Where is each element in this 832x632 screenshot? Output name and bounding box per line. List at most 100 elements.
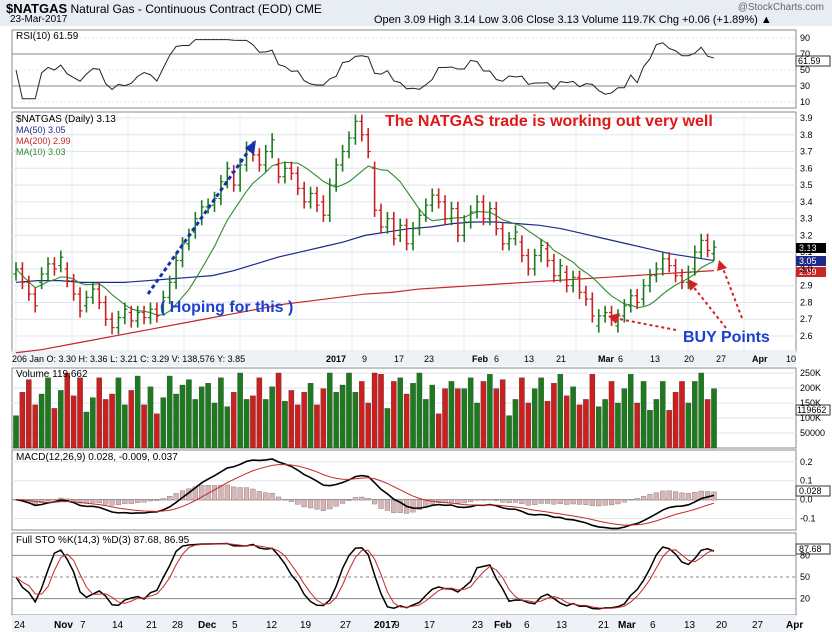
price-tick-label: 2.9 — [800, 281, 813, 291]
macd-histogram-bar — [122, 499, 128, 504]
macd-histogram-bar — [96, 499, 102, 504]
volume-bar — [192, 399, 199, 449]
tag-ma200-bg — [796, 267, 826, 277]
macd-histogram-bar — [596, 499, 602, 507]
macd-histogram-bar — [384, 499, 390, 511]
macd-histogram-bar — [173, 493, 179, 501]
x-axis-label: 21 — [598, 620, 610, 631]
volume-tick-label: 200K — [800, 383, 821, 393]
x-axis-label: 12 — [266, 620, 278, 631]
macd-histogram-bar — [647, 494, 653, 501]
macd-histogram-bar — [698, 490, 704, 501]
macd-histogram-bar — [250, 488, 256, 501]
x-axis-label: 2017 — [374, 620, 397, 631]
macd-histogram-bar — [602, 499, 608, 506]
x-axis-label: 19 — [300, 620, 312, 631]
date-strip-label: 23 — [424, 354, 434, 364]
macd-histogram-bar — [243, 487, 250, 501]
volume-bar — [365, 402, 371, 449]
macd-histogram-bar — [564, 499, 570, 505]
volume-bar — [557, 374, 564, 449]
tag-ma200: 2.99 — [799, 267, 817, 277]
hope-arrow — [146, 145, 254, 295]
volume-bar — [224, 406, 231, 449]
exchange: CME — [295, 2, 322, 16]
volume-bar — [589, 374, 596, 449]
date-strip-label: 13 — [524, 354, 534, 364]
ma10-line — [15, 161, 715, 316]
volume-bar — [512, 399, 519, 449]
volume-bar — [38, 393, 45, 449]
volume-bar — [615, 402, 621, 449]
date-strip-label: Apr — [752, 354, 768, 364]
x-axis-label: 20 — [716, 620, 728, 631]
ma200-line — [15, 270, 715, 354]
rsi-tick-label: 30 — [800, 81, 810, 91]
price-tick-label: 3.7 — [800, 147, 813, 157]
macd-histogram-bar — [301, 499, 307, 508]
price-tick-label: 3.4 — [800, 197, 813, 207]
tag-sto: 87.68 — [799, 544, 822, 554]
volume-bar — [679, 381, 685, 449]
macd-histogram-bar — [692, 492, 698, 501]
volume-bar — [243, 399, 250, 449]
price-tick-label: 3.1 — [800, 247, 813, 257]
macd-histogram-bar — [154, 499, 160, 501]
macd-histogram-bar — [480, 499, 487, 501]
volume-bar — [621, 388, 628, 449]
volume-bar — [186, 379, 192, 449]
ohlc-summary: Open 3.09 High 3.14 Low 3.06 Close 3.13 … — [374, 14, 772, 26]
tag-close-bg — [796, 243, 826, 253]
volume-bar — [435, 413, 442, 449]
price-legend-2: MA(200) 2.99 — [16, 136, 71, 146]
macd-histogram-bar — [276, 496, 282, 501]
x-axis-label: Apr — [786, 620, 803, 631]
macd-histogram-bar — [308, 499, 314, 509]
macd-tick-label: 0.2 — [800, 457, 813, 467]
macd-histogram-bar — [519, 499, 525, 504]
x-axis-label: 21 — [146, 620, 158, 631]
volume-bar — [538, 377, 544, 449]
macd-histogram-bar — [333, 499, 339, 507]
macd-histogram-bar — [314, 499, 320, 510]
volume-bar — [115, 377, 122, 449]
hope-arrowhead — [245, 140, 256, 155]
macd-histogram-bar — [673, 491, 679, 501]
x-axis-label: 7 — [80, 620, 86, 631]
macd-histogram-bar — [641, 496, 647, 501]
volume-bar — [397, 377, 403, 449]
macd-histogram-bar — [391, 499, 397, 513]
volume-bar — [83, 411, 90, 449]
volume-bar — [461, 388, 468, 449]
macd-histogram-bar — [397, 499, 403, 513]
volume-bar — [628, 374, 634, 449]
volume-bar — [576, 404, 583, 449]
x-axis-label: 5 — [232, 620, 238, 631]
volume-bar — [160, 397, 167, 449]
volume-bar — [640, 381, 647, 449]
date-strip-label: 20 — [684, 354, 694, 364]
x-axis-label: 23 — [472, 620, 484, 631]
macd-histogram-bar — [634, 498, 640, 501]
price-tick-label: 2.7 — [800, 314, 813, 324]
volume-bar — [672, 392, 679, 449]
macd-histogram-bar — [410, 499, 416, 513]
watermark: @StockCharts.com — [737, 2, 824, 13]
volume-bar — [570, 386, 576, 449]
volume-bar — [647, 410, 653, 449]
macd-histogram-bar — [160, 498, 166, 501]
volume-bar — [698, 372, 704, 449]
x-axis-label: Feb — [494, 620, 512, 631]
volume-bar — [359, 381, 365, 449]
macd-histogram-bar — [211, 485, 218, 501]
price-tick-label: 2.6 — [800, 331, 813, 341]
rsi-label: RSI(10) 61.59 — [16, 31, 79, 42]
volume-bar — [448, 381, 455, 449]
macd-histogram-bar — [218, 485, 224, 501]
volume-bar — [122, 404, 128, 449]
volume-bar — [275, 372, 282, 449]
volume-bar — [314, 404, 320, 449]
x-axis-label: 28 — [172, 620, 184, 631]
macd-histogram-bar — [237, 487, 243, 501]
